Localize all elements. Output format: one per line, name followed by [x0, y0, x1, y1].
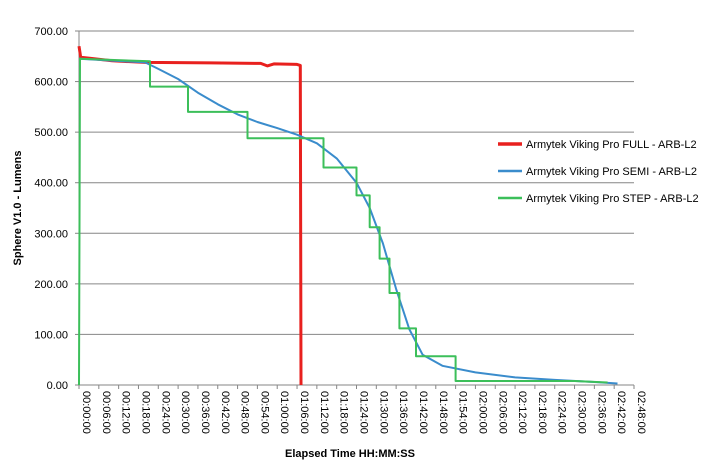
x-tick-label: 02:24:00 [556, 391, 568, 434]
x-tick-label: 01:54:00 [457, 391, 469, 434]
x-tick-label: 00:12:00 [120, 391, 132, 434]
x-tick-label: 02:18:00 [536, 391, 548, 434]
y-tick-label: 500.00 [34, 127, 68, 139]
x-tick-label: 00:18:00 [139, 391, 151, 434]
series-line [78, 57, 618, 385]
x-tick-label: 02:48:00 [635, 391, 647, 434]
x-tick-label: 00:00:00 [80, 391, 92, 434]
x-tick-label: 02:12:00 [516, 391, 528, 434]
x-tick-label: 00:42:00 [219, 391, 231, 434]
legend-label: Armytek Viking Pro FULL - ARB-L2 [526, 139, 697, 151]
x-tick-label: 01:48:00 [437, 391, 449, 434]
x-tick-label: 02:42:00 [615, 391, 627, 434]
y-axis-label: Sphere V1.0 - Lumens [12, 151, 24, 266]
y-tick-label: 100.00 [34, 329, 68, 341]
x-tick-label: 01:36:00 [397, 391, 409, 434]
x-tick-label: 01:00:00 [278, 391, 290, 434]
y-tick-label: 600.00 [34, 77, 68, 89]
x-tick-label: 00:36:00 [199, 391, 211, 434]
x-tick-label: 01:18:00 [338, 391, 350, 434]
y-tick-label: 300.00 [34, 228, 68, 240]
y-tick-label: 0.00 [47, 380, 68, 392]
x-tick-label: 00:48:00 [239, 391, 251, 434]
y-tick-label: 400.00 [34, 178, 68, 190]
x-tick-label: 00:24:00 [159, 391, 171, 434]
x-tick-label: 02:30:00 [576, 391, 588, 434]
legend-label: Armytek Viking Pro STEP - ARB-L2 [526, 193, 699, 205]
x-tick-label: 00:06:00 [100, 391, 112, 434]
x-tick-label: 01:42:00 [417, 391, 429, 434]
x-tick-label: 01:24:00 [358, 391, 370, 434]
x-tick-label: 00:54:00 [258, 391, 270, 434]
x-tick-label: 02:06:00 [496, 391, 508, 434]
y-tick-label: 700.00 [34, 26, 68, 38]
x-tick-label: 02:00:00 [476, 391, 488, 434]
x-tick-label: 02:36:00 [595, 391, 607, 434]
x-axis-label: Elapsed Time HH:MM:SS [285, 448, 415, 460]
series-line [78, 57, 608, 386]
x-tick-label: 01:12:00 [318, 391, 330, 434]
y-tick-label: 200.00 [34, 279, 68, 291]
x-tick-label: 01:30:00 [377, 391, 389, 434]
legend-label: Armytek Viking Pro SEMI - ARB-L2 [526, 166, 697, 178]
x-tick-label: 00:30:00 [179, 391, 191, 434]
x-tick-label: 01:06:00 [298, 391, 310, 434]
